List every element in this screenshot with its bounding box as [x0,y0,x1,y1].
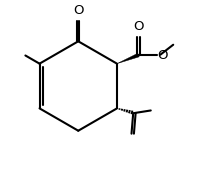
Text: O: O [133,20,144,33]
Polygon shape [117,53,139,64]
Text: O: O [73,4,83,17]
Text: O: O [157,49,167,62]
